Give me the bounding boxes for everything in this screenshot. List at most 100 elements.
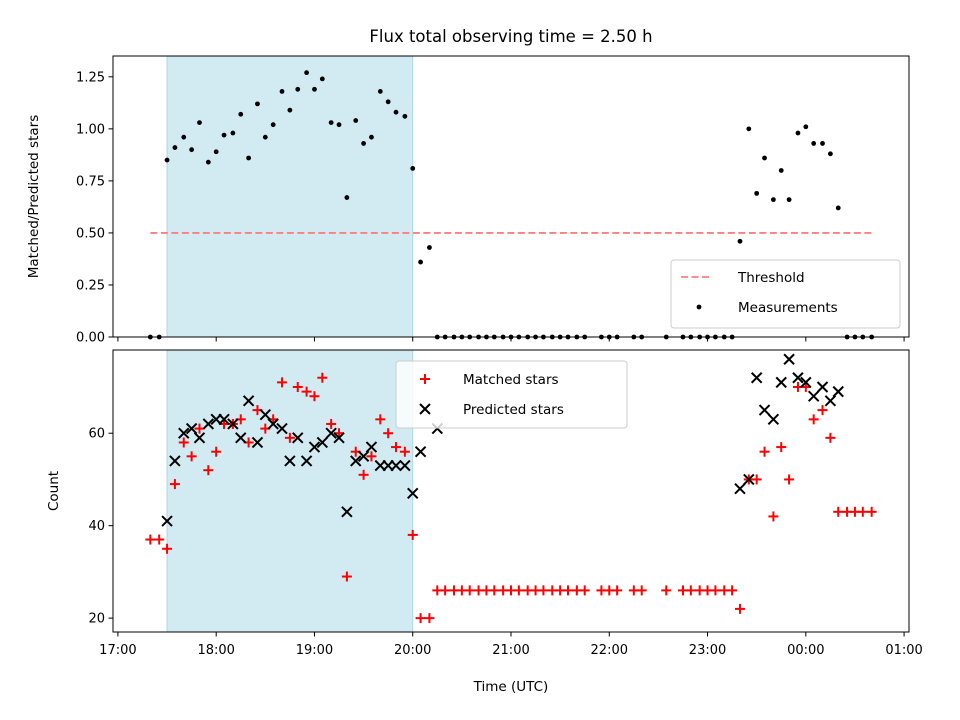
x-tick-label: 19:00 (296, 643, 333, 658)
legend-matched-swatch (420, 374, 430, 384)
bottom-y-tick-label: 40 (88, 519, 105, 534)
measurement-point (427, 245, 432, 250)
matched-star-point (636, 585, 647, 596)
matched-star-point (538, 585, 549, 596)
measurement-point (786, 197, 792, 203)
predicted-star-point (807, 390, 820, 402)
predicted-star-point (357, 450, 370, 463)
measurement-point (295, 86, 301, 92)
measurement-point (402, 113, 408, 119)
bottom-legend-box (395, 360, 628, 429)
matched-star-point (808, 414, 819, 425)
measurement-point (336, 122, 342, 128)
measurement-point (827, 151, 833, 157)
matched-star-point (391, 442, 402, 453)
matched-star-point (203, 465, 214, 476)
predicted-star-point (734, 482, 746, 495)
top-y-tick-label: 0.50 (76, 226, 105, 241)
predicted-star-point (185, 422, 198, 435)
bottom-panel: 17:00 18:00 19:00 20:00 21:00 22:00 23:00 00:00… (88, 349, 923, 658)
matched-star-point (358, 469, 369, 480)
measurement-point (262, 134, 268, 140)
matched-star-point (513, 585, 524, 596)
predicted-star-point (308, 441, 321, 453)
matched-star-point (489, 585, 500, 596)
matched-star-point (440, 585, 451, 596)
x-tick-label: 01:00 (885, 643, 922, 658)
predicted-star-point (414, 445, 427, 458)
x-tick-label: 00:00 (787, 643, 824, 658)
predicted-star-point (267, 418, 279, 430)
predicted-star-point (292, 432, 304, 444)
top-panel: 0.00 0.25 0.50 0.75 1.00 1.25 Threshold Measure… (76, 55, 910, 346)
predicted-star-point (792, 372, 804, 384)
predicted-star-point (169, 455, 181, 467)
bottom-observing-window-shade (166, 349, 414, 633)
matched-star-point (817, 405, 828, 416)
predicted-star-point (758, 404, 771, 416)
predicted-star-point (341, 506, 353, 518)
predicted-star-point (783, 353, 795, 365)
measurement-point (803, 124, 809, 130)
measurement-point (246, 155, 252, 161)
legend-measurements-swatch (696, 304, 702, 310)
measurement-point (205, 159, 211, 165)
measurement-point (361, 141, 366, 146)
top-observing-window-shade (166, 55, 414, 338)
measurement-point (270, 122, 276, 128)
matched-star-point (759, 446, 770, 457)
matched-star-point (464, 585, 475, 596)
measurement-point (181, 134, 187, 140)
predicted-star-point (259, 409, 272, 421)
predicted-star-point (775, 376, 787, 389)
top-y-tick-label: 1.00 (76, 122, 105, 137)
measurement-point (369, 134, 374, 140)
predicted-star-point (816, 381, 829, 393)
measurement-point (820, 141, 825, 146)
matched-star-point (833, 506, 844, 517)
predicted-star-point (193, 432, 206, 444)
predicted-star-point (407, 487, 419, 500)
predicted-star-point (390, 459, 402, 472)
measurement-point (221, 132, 227, 138)
matched-star-point (579, 585, 590, 596)
predicted-star-point (750, 372, 763, 384)
predicted-star-point (284, 455, 296, 467)
matched-star-point (178, 437, 189, 448)
measurement-point (410, 166, 416, 171)
matched-star-point (162, 543, 173, 554)
measurement-point (164, 157, 170, 163)
matched-star-point (751, 474, 762, 485)
predicted-star-point (178, 427, 190, 439)
matched-star-point (825, 432, 836, 443)
matched-star-point (317, 372, 328, 383)
matched-star-point (366, 451, 377, 462)
measurement-point (778, 168, 784, 173)
predicted-star-point (251, 436, 264, 449)
predicted-star-point (300, 455, 313, 467)
measurement-point (213, 149, 219, 155)
matched-star-point (727, 585, 738, 596)
matched-star-point (612, 585, 623, 596)
predicted-star-point (161, 515, 173, 527)
matched-star-point (211, 446, 222, 457)
predicted-star-point (350, 455, 362, 467)
measurement-point (393, 109, 399, 115)
measurement-point (811, 141, 817, 146)
predicted-star-point (832, 385, 844, 398)
legend-threshold-label: Threshold (737, 270, 805, 286)
matched-star-point (301, 386, 312, 397)
predicted-star-point (333, 432, 345, 444)
chart-title: Flux total observing time = 2.50 h (369, 27, 652, 46)
matched-star-point (186, 451, 197, 462)
matched-star-point (857, 506, 868, 517)
predicted-star-point (800, 376, 812, 389)
measurement-point (385, 99, 391, 105)
measurement-point (835, 205, 841, 211)
measurement-point (353, 118, 359, 123)
matched-star-point (661, 585, 672, 596)
legend-measurements-label: Measurements (738, 300, 838, 316)
predicted-star-point (365, 441, 378, 453)
matched-star-point (292, 381, 303, 392)
predicted-star-point (235, 432, 247, 444)
